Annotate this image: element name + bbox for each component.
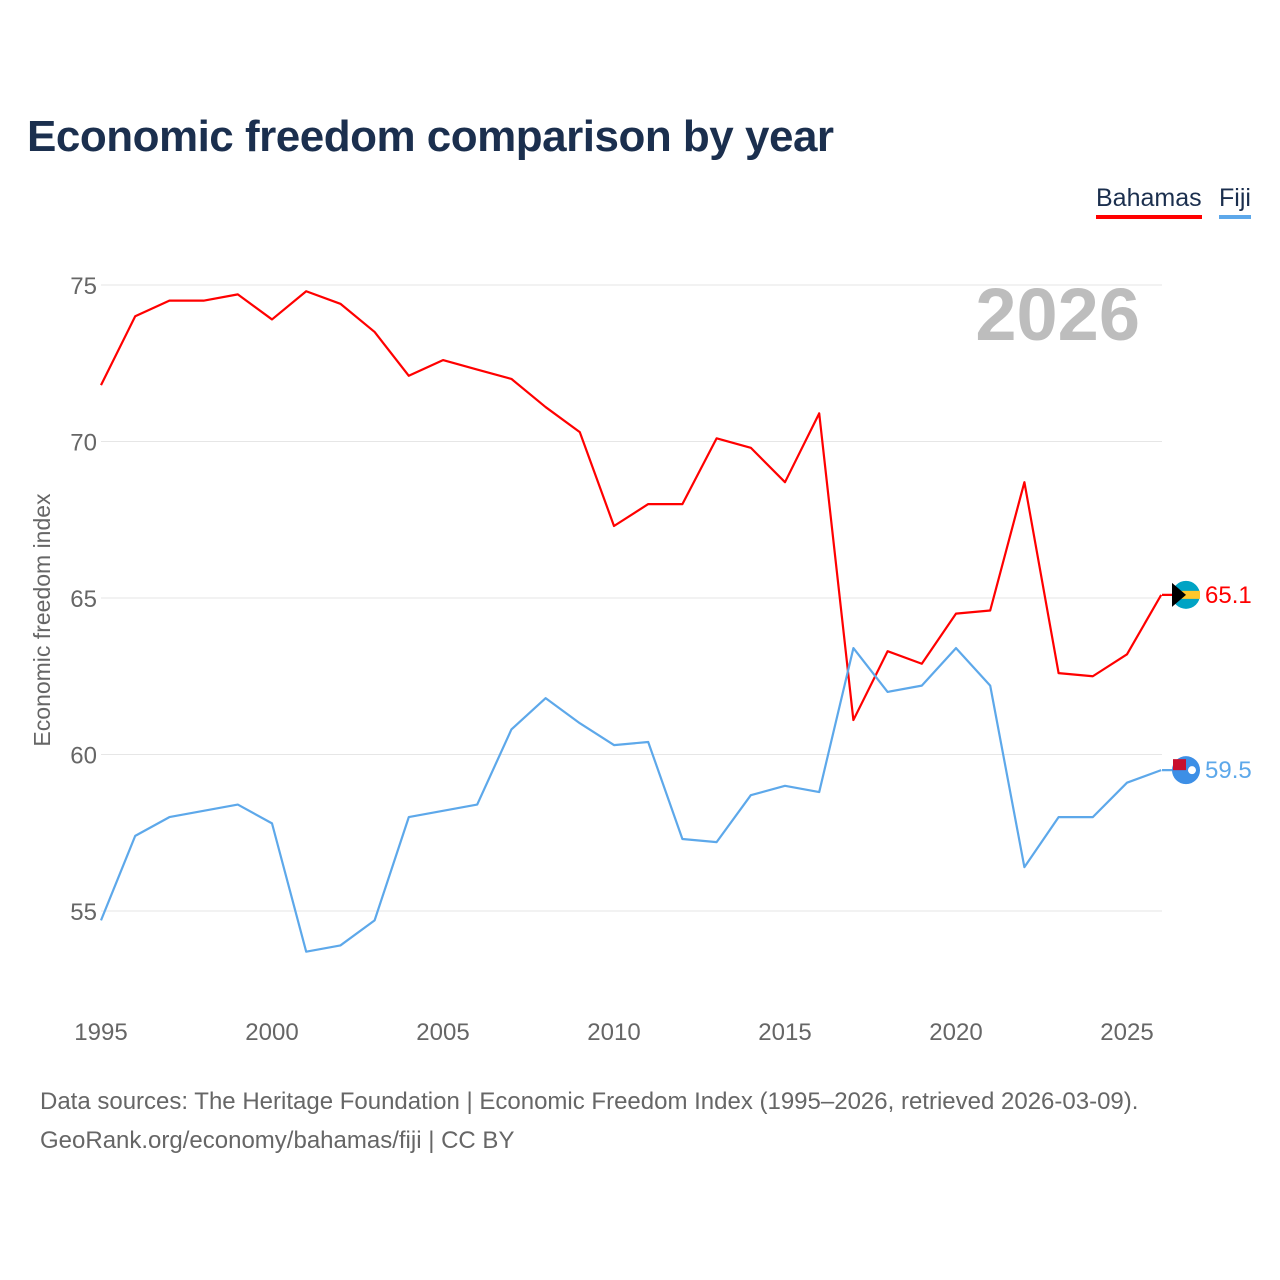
end-value-label-fiji: 59.5 bbox=[1205, 757, 1252, 784]
y-tick-label: 55 bbox=[70, 899, 97, 926]
y-tick-label: 75 bbox=[70, 273, 97, 300]
legend-item-fiji[interactable]: Fiji bbox=[1219, 184, 1251, 219]
x-tick-label: 2025 bbox=[1100, 1019, 1153, 1046]
legend-item-bahamas[interactable]: Bahamas bbox=[1096, 184, 1202, 219]
y-axis-label: Economic freedom index bbox=[29, 493, 55, 747]
x-tick-label: 2010 bbox=[587, 1019, 640, 1046]
series-line-bahamas bbox=[100, 290, 1163, 722]
x-tick-label: 2020 bbox=[929, 1019, 982, 1046]
source-link[interactable]: GeoRank.org/economy/bahamas/fiji | CC BY bbox=[40, 1127, 515, 1154]
x-tick-label: 1995 bbox=[74, 1019, 127, 1046]
series-line-fiji bbox=[99, 646, 1162, 953]
flag-shield bbox=[1188, 766, 1196, 775]
flag-triangle bbox=[1172, 582, 1186, 607]
chart-title: Economic freedom comparison by year bbox=[27, 112, 834, 161]
x-tick-label: 2000 bbox=[245, 1019, 298, 1046]
x-tick-label: 2005 bbox=[416, 1019, 469, 1046]
x-tick-label: 2015 bbox=[758, 1019, 811, 1046]
y-tick-label: 70 bbox=[70, 430, 97, 457]
y-tick-label: 60 bbox=[70, 743, 97, 770]
end-value-label-bahamas: 65.1 bbox=[1205, 582, 1252, 609]
flag-union bbox=[1173, 759, 1186, 771]
year-watermark: 2026 bbox=[975, 273, 1140, 356]
y-tick-label: 65 bbox=[70, 586, 97, 613]
source-note: Data sources: The Heritage Foundation | … bbox=[40, 1088, 1139, 1115]
